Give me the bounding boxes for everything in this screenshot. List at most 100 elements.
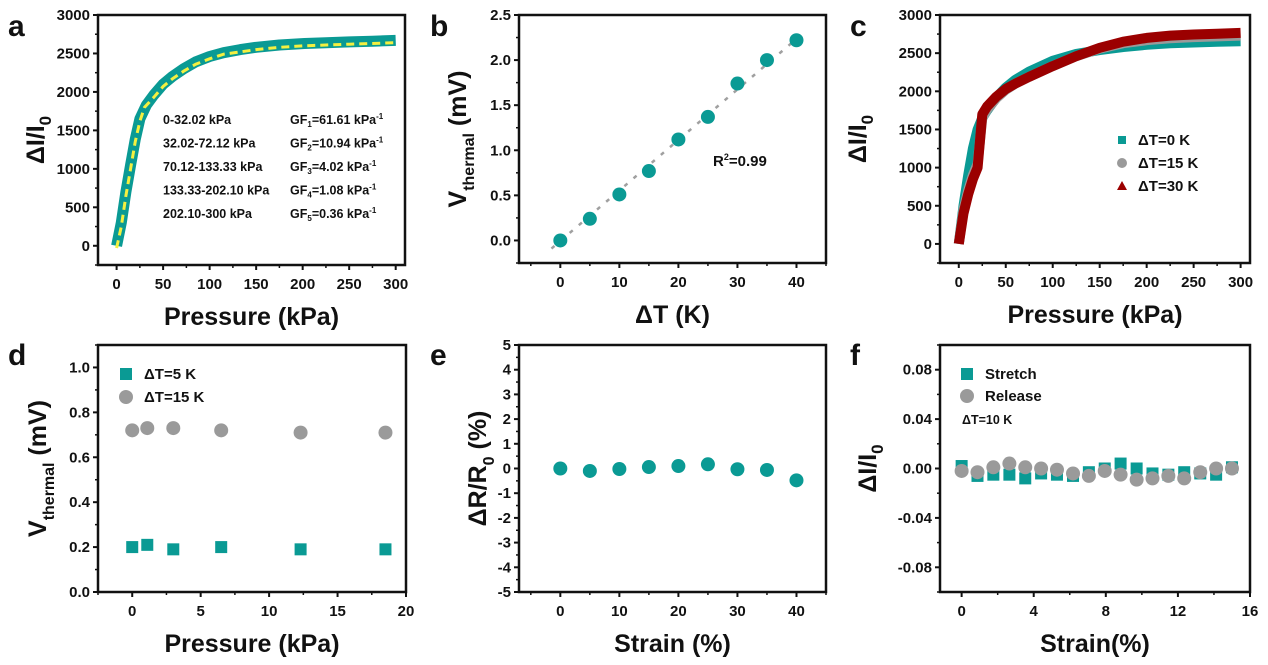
square-data-point [215,541,228,554]
circle-data-point [125,423,140,438]
legend-marker [120,368,132,380]
y-tick-label: 0.00 [903,461,932,478]
x-tick-label: 40 [788,603,805,620]
range-label: 133.33-202.10 kPa [163,184,270,198]
x-tick-label: 10 [611,603,628,620]
data-point [641,460,656,475]
data-point [759,462,774,477]
gauge-factor-label: GF1=61.61 kPa-1 [290,112,384,129]
x-tick-label: 20 [398,603,415,620]
circle-data-point [970,465,985,480]
legend-marker [1118,136,1126,144]
x-tick-label: 0 [556,603,564,620]
range-label: 32.02-72.12 kPa [163,137,256,151]
data-point [789,33,804,48]
y-tick-label: 1 [503,436,511,453]
panel-b: b 0 10 20 30 40 0.0 0.5 1.0 1.5 2.0 2.5 ΔT (K) Vtherm… [430,7,828,329]
y-tick-label: 500 [65,199,90,216]
y-tick-label: 0.04 [903,411,933,428]
square-data-point [167,543,180,556]
legend-marker [119,390,133,404]
x-tick-label: 0 [957,603,965,620]
y-tick-label: 2 [503,411,511,428]
circle-data-point [1081,468,1096,483]
x-tick-label: 0 [556,274,564,291]
data-point [582,463,597,478]
square-data-point [379,543,392,556]
y-tick-label: 0 [503,461,511,478]
x-tick-label: 10 [261,603,278,620]
y-tick-label: 3000 [899,7,932,24]
y-tick-label: 0.2 [69,539,90,556]
circle-data-point [1224,461,1239,476]
circle-data-point [1066,466,1081,481]
r-squared-label: R2=0.99 [713,152,767,170]
circle-data-point [1145,471,1160,486]
y-tick-label: -2 [498,510,511,527]
series-curve [953,36,1241,245]
panel-letter-c: c [850,10,867,43]
x-axis-title: Strain(%) [1040,630,1150,658]
x-tick-label: 150 [244,276,269,293]
data-point [759,53,774,68]
panel-letter-b: b [430,10,448,43]
x-axis-title: Pressure (kPa) [164,630,339,658]
legend-label: ΔT=5 K [144,366,196,383]
y-tick-label: -0.08 [898,559,932,576]
y-tick-label: 2.0 [490,52,511,69]
data-point [553,461,568,476]
y-tick-label: -1 [498,485,511,502]
y-tick-label: 0 [924,236,932,253]
circle-data-point [1097,463,1112,478]
legend-marker [961,368,973,380]
y-tick-label: 1000 [57,161,90,178]
x-tick-label: 30 [729,274,746,291]
y-axis-title: ΔI/I0 [854,444,887,492]
square-data-point [294,543,307,556]
square-data-point [126,541,139,554]
circle-data-point [1113,467,1128,482]
panel-d: d 0 5 10 15 20 0.0 0.2 0.4 0.6 0.8 1.0 Pressure (kPa… [8,339,414,658]
y-tick-label: -4 [498,559,512,576]
square-data-point [1003,468,1016,481]
y-tick-label: 1000 [899,160,932,177]
x-tick-label: 40 [788,274,805,291]
x-tick-label: 300 [1228,274,1253,291]
legend-label: Release [985,388,1042,405]
y-tick-label: 2500 [57,45,90,62]
panel-a: a0 50 100 150 200 250 300050010001500200025003… [8,7,408,331]
y-tick-label: 3 [503,386,511,403]
y-tick-label: 2000 [57,84,90,101]
x-tick-label: 100 [197,276,222,293]
y-tick-label: 500 [907,198,932,215]
data-point [582,211,597,226]
y-tick-label: -3 [498,535,511,552]
y-tick-label: 3000 [57,7,90,24]
y-tick-label: 2500 [899,45,932,62]
panel-letter-f: f [850,339,861,372]
panel-letter-d: d [8,339,26,372]
y-axis-title: ΔI/I0 [844,115,877,163]
legend-label: ΔT=30 K [1138,178,1199,195]
x-tick-label: 0 [955,274,963,291]
square-data-point [1019,472,1032,485]
data-point [641,164,656,179]
legend-marker [1117,158,1127,168]
circle-data-point [1177,471,1192,486]
circle-data-point [1034,461,1049,476]
y-tick-label: 0.0 [69,584,90,601]
legend-label: ΔT=15 K [1138,155,1199,172]
data-point [612,461,627,476]
y-tick-label: 0 [82,238,90,255]
circle-data-point [1209,461,1224,476]
gauge-factor-label: GF3=4.02 kPa-1 [290,159,377,176]
plot-frame [96,13,407,267]
circle-data-point [986,460,1001,475]
x-tick-label: 20 [670,274,687,291]
legend-label: ΔT=0 K [1138,132,1190,149]
square-data-point [1114,457,1127,470]
panel-f: f 0 4 8 12 16 -0.08 -0.04 0.00 0.04 0.08 Strain(%) Δ… [850,339,1258,658]
circle-data-point [1018,460,1033,475]
x-axis-title: Pressure (kPa) [164,303,339,331]
y-tick-label: 1.5 [490,97,511,114]
